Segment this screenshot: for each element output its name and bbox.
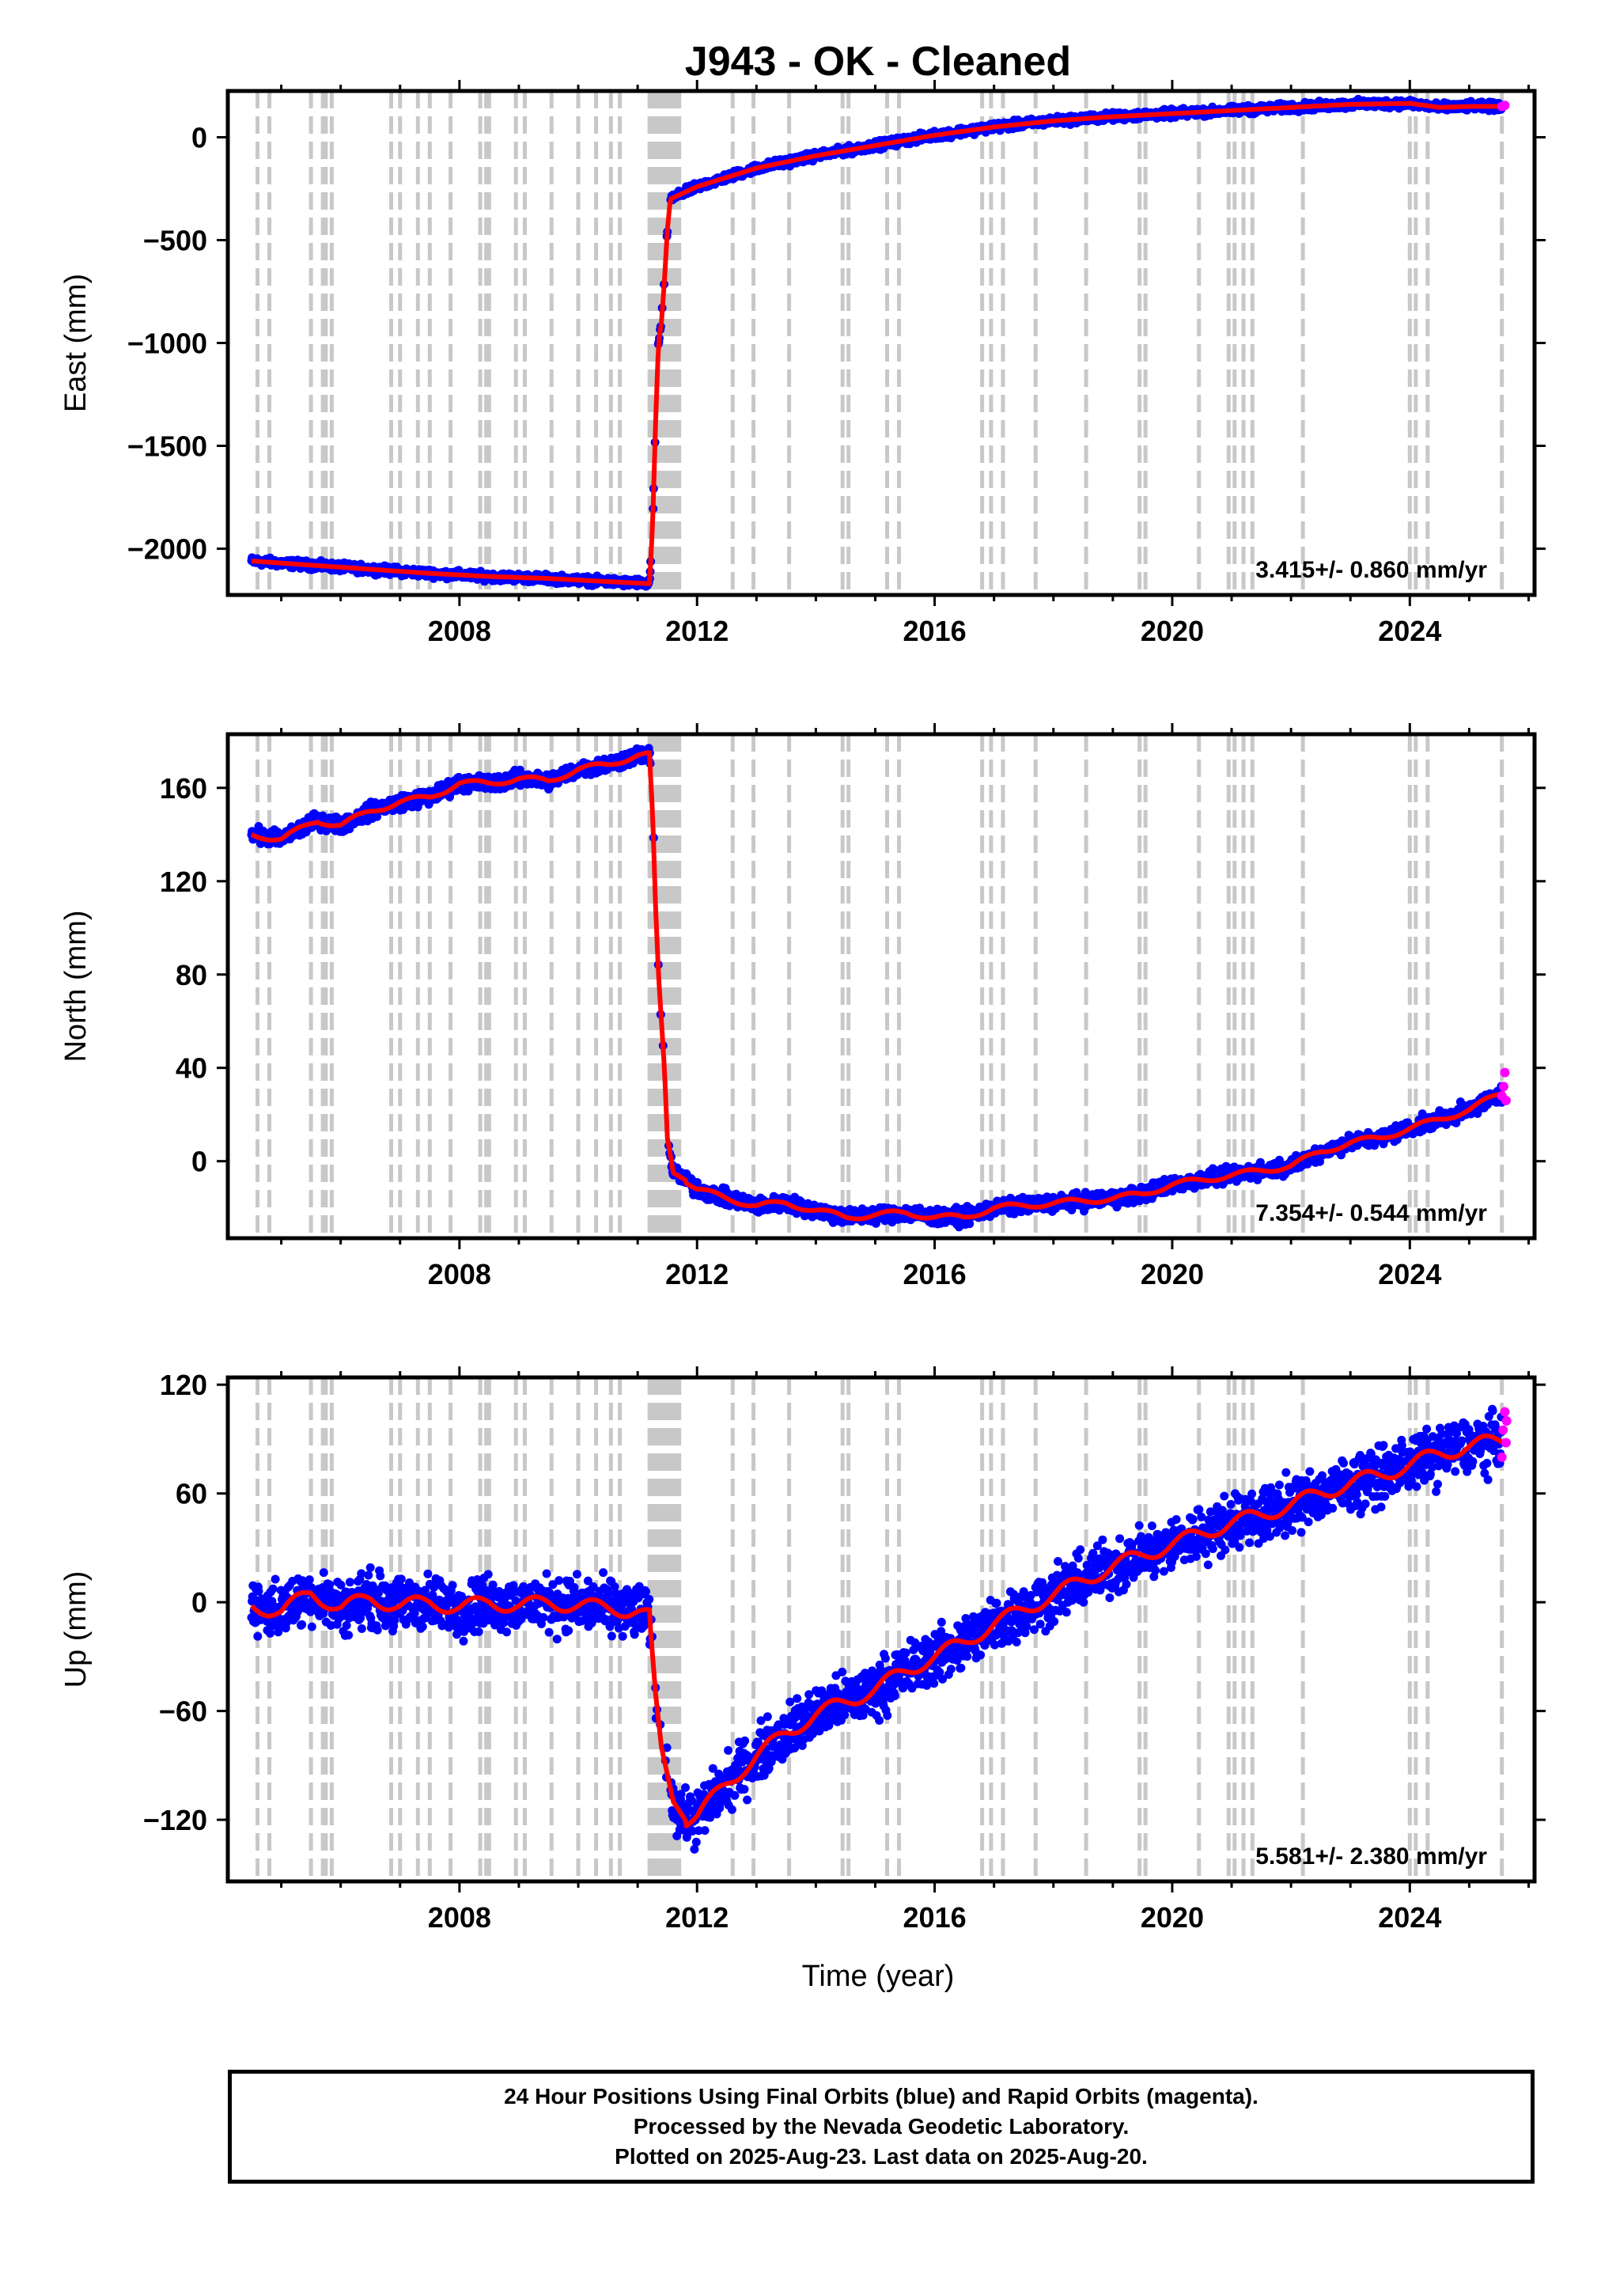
east-rapid-point [1500,100,1510,111]
east-y-tick-label: −1000 [127,328,207,360]
north-final-point [965,1219,975,1229]
east-frame [225,89,1537,597]
east-model-line [250,100,1506,586]
east-y-tick-label: −2000 [127,533,207,566]
east-y-tick-label: −500 [143,225,207,257]
east-velocity-annotation: 3.415+/- 0.860 mm/yr [1255,557,1487,583]
east-x-tick-label: 2024 [1378,615,1441,647]
east-x-tick-label: 2016 [903,615,967,647]
east-panel: 2008 2012 2016 2020 2024 0 −500 −1000 −1500 −2000… [59,80,1546,647]
east-x-tick-label: 2020 [1141,615,1204,647]
north-final-points [247,744,1506,1232]
east-x-tick-label: 2012 [665,615,729,647]
east-x-tick-label: 2008 [428,615,491,647]
east-y-tick-label: −1500 [127,430,207,463]
east-y-tick-label: 0 [191,122,207,154]
east-plot-area [247,91,1510,595]
east-y-axis-label: East (mm) [59,274,93,412]
east-final-points [247,94,1506,591]
north-plot-area [247,734,1511,1238]
chart-title: J943 - OK - Cleaned [685,39,1071,85]
